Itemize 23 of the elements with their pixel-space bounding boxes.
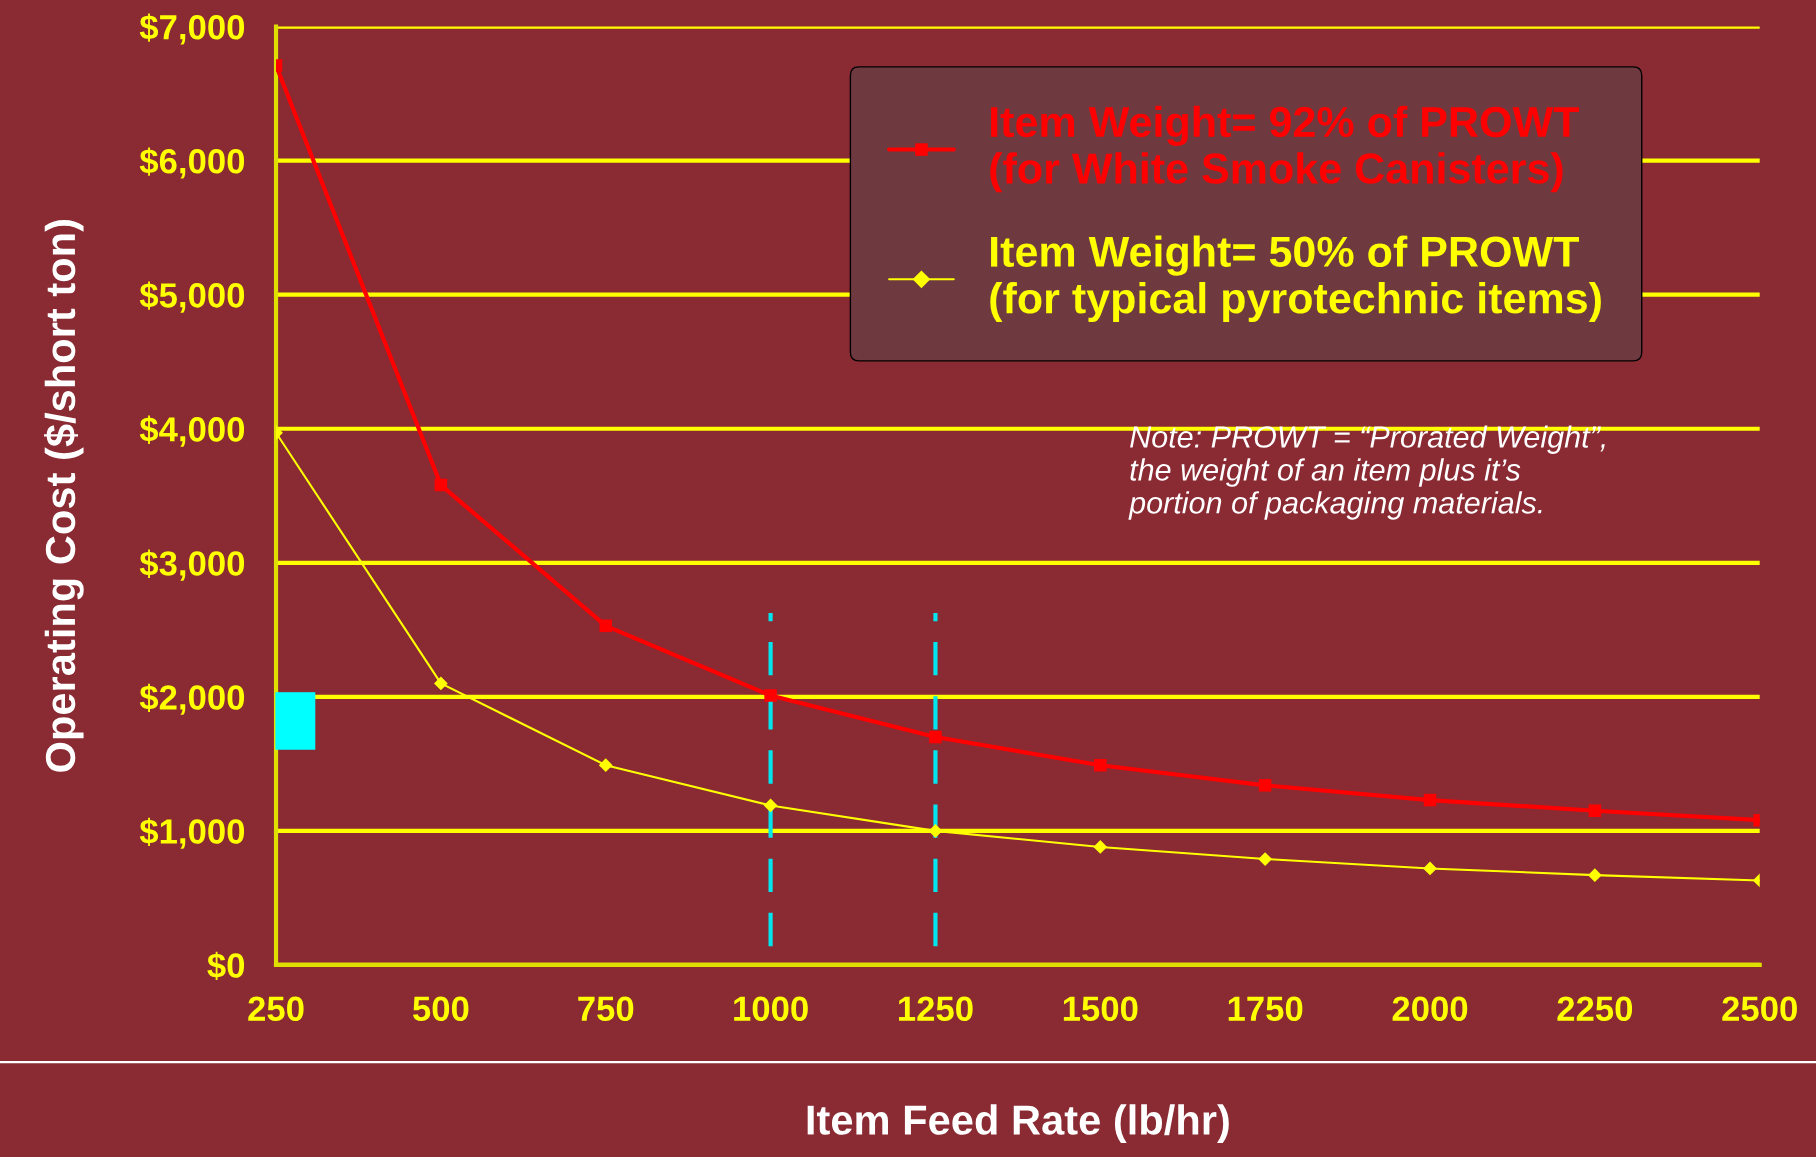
y-tick-label: $4,000 xyxy=(139,415,245,447)
annotation: Note: PROWT = “Prorated Weight”, the weight of an item plus it’s portion of packaging materials. xyxy=(1128,425,1605,520)
x-axis-title: Item Feed Rate (lb/hr) xyxy=(807,1104,1229,1144)
x-tick-label: 2000 xyxy=(1392,996,1468,1021)
x-tick-label: 250 xyxy=(248,996,304,1021)
legend-label: Item Weight= 92% of PROWT (for White Smoke Canisters) xyxy=(990,105,1580,193)
x-tick-label: 2500 xyxy=(1722,996,1797,1021)
x-tick-label: 750 xyxy=(578,996,634,1021)
x-tick-label: 500 xyxy=(412,996,469,1021)
y-tick-label: $3,000 xyxy=(139,549,245,581)
y-tick-label: $2,000 xyxy=(139,683,245,715)
y-tick-label: $0 xyxy=(207,951,245,981)
legend-label: Item Weight= 50% of PROWT (for typical pyrotechnic items) xyxy=(990,235,1601,323)
x-tick-label: 1250 xyxy=(899,996,973,1021)
x-tick-label: 2250 xyxy=(1557,996,1633,1021)
x-tick-label: 1000 xyxy=(734,996,808,1021)
x-tick-label: 1500 xyxy=(1063,996,1138,1021)
y-tick-label: $1,000 xyxy=(139,817,245,849)
y-tick-label: $5,000 xyxy=(139,281,245,313)
y-tick-label: $6,000 xyxy=(139,147,245,179)
x-tick-label: 1750 xyxy=(1228,996,1303,1021)
y-tick-label: $7,000 xyxy=(139,13,245,45)
y-axis-title: Operating Cost ($/short ton) xyxy=(43,220,84,772)
